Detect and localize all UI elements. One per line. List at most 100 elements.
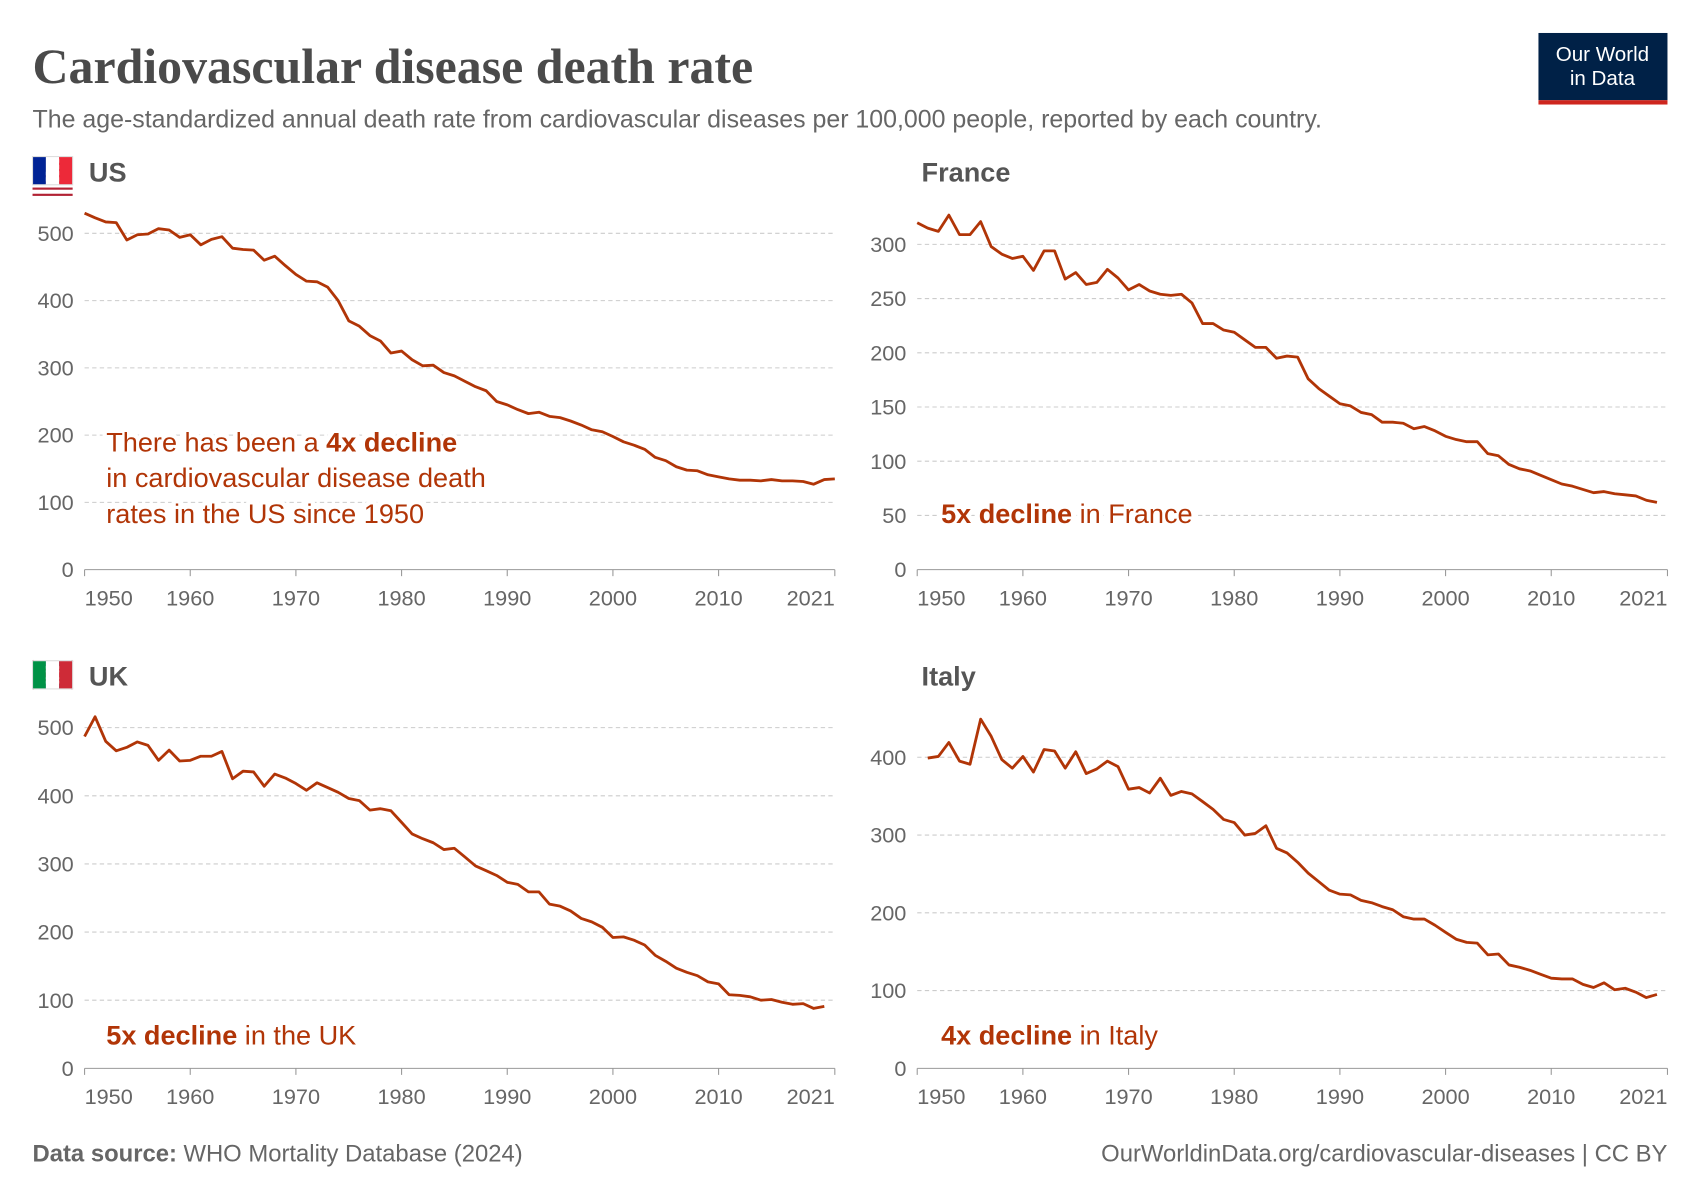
logo-box (1538, 32, 1668, 101)
x-tick-label: 1970 (272, 585, 320, 610)
y-tick-label: 100 (870, 449, 906, 474)
annotation: There has been a 4x decline (106, 426, 457, 457)
flag-band (59, 660, 73, 689)
y-tick-label: 300 (870, 232, 906, 257)
x-tick-label: 1990 (1316, 585, 1364, 610)
annotation-run: 4x decline (326, 426, 457, 457)
y-tick-label: 50 (882, 503, 906, 528)
flag-band (45, 660, 60, 689)
y-tick-label: 0 (62, 557, 74, 582)
logo-text: in Data (1570, 67, 1636, 90)
x-tick-label: 2021 (787, 585, 835, 610)
panel: UK 0 100 200 300 400 500 1950 1960 1970 1980 1990 20… (30, 658, 836, 1109)
chart-title: Cardiovascular disease death rate (33, 39, 754, 94)
source: Data source: WHO Mortality Database (2024… (33, 1141, 523, 1168)
flag-border (31, 156, 74, 186)
y-tick-label: 500 (38, 221, 74, 246)
chart-subtitle: The age-standardized annual death rate f… (33, 105, 1322, 133)
annotation-run: in cardiovascular disease death (106, 462, 486, 493)
x-tick-label: 1980 (1210, 1084, 1258, 1109)
y-tick-label: 100 (38, 988, 74, 1013)
panel: US 0 100 200 300 400 500 1950 1960 1970 1980 1990 20… (32, 157, 836, 610)
x-tick-label: 2021 (1619, 585, 1667, 610)
data-line (927, 717, 1658, 999)
x-tick-label: 2000 (1421, 1084, 1469, 1109)
y-tick-label: 300 (38, 355, 74, 380)
x-tick-label: 2021 (1619, 1084, 1667, 1109)
y-tick-label: 200 (870, 340, 906, 365)
y-tick-label: 300 (870, 823, 906, 848)
y-tick-label: 100 (38, 490, 74, 515)
y-tick-label: 200 (870, 900, 906, 925)
annotation-run: 5x decline (941, 498, 1072, 529)
annotation: 4x decline in Italy (941, 1020, 1158, 1051)
x-tick-label: 1960 (166, 1084, 214, 1109)
flag-band (32, 156, 46, 185)
y-tick-label: 300 (38, 852, 74, 877)
x-tick-label: 2010 (1527, 1084, 1575, 1109)
y-tick-label: 200 (38, 920, 74, 945)
x-tick-label: 1970 (1104, 585, 1152, 610)
annotation-run: 4x decline (941, 1020, 1072, 1051)
annotation: in cardiovascular disease death (106, 462, 486, 493)
annotation-run: in the UK (237, 1020, 356, 1051)
x-tick-label: 1990 (483, 1084, 531, 1109)
y-tick-label: 400 (38, 783, 74, 808)
x-tick-label: 1960 (166, 585, 214, 610)
annotation-run: 5x decline (106, 1020, 237, 1051)
logo: Our World in Data (1538, 32, 1668, 105)
flag (31, 660, 74, 690)
panel: France 0 50 100 150 200 250 300 1950 1960 1970 1980… (31, 156, 1669, 610)
source-url: OurWorldinData.org/cardiovascular-diseas… (1101, 1141, 1667, 1168)
data-line (83, 211, 835, 486)
flag-band (45, 156, 60, 185)
panel-title: Italy (922, 661, 976, 692)
x-tick-label: 2010 (694, 585, 742, 610)
annotation-run: in France (1072, 498, 1192, 529)
x-tick-label: 2000 (1421, 585, 1469, 610)
x-tick-label: 1950 (917, 585, 965, 610)
data-line (916, 213, 1658, 504)
flag-border (31, 660, 74, 690)
x-tick-label: 2010 (694, 1084, 742, 1109)
annotation: 5x decline in the UK (106, 1020, 356, 1051)
annotation-run: in Italy (1072, 1020, 1158, 1051)
x-tick-label: 1980 (377, 585, 425, 610)
flag (31, 156, 74, 186)
panel-title: US (89, 157, 127, 188)
annotation: 5x decline in France (941, 498, 1193, 529)
x-tick-label: 1950 (85, 1084, 133, 1109)
annotation-run: There has been a (106, 426, 326, 457)
y-tick-label: 100 (870, 978, 906, 1003)
logo-bar (1538, 100, 1668, 105)
logo-text: Our World (1556, 43, 1649, 66)
flag-stripe (32, 187, 73, 190)
y-tick-label: 150 (870, 395, 906, 420)
x-tick-label: 1980 (1210, 585, 1258, 610)
x-tick-label: 1970 (1104, 1084, 1152, 1109)
y-tick-label: 250 (870, 286, 906, 311)
annotation: rates in the US since 1950 (106, 498, 424, 529)
x-tick-label: 1960 (999, 1084, 1047, 1109)
panel-title: UK (89, 661, 129, 692)
annotation-run: rates in the US since 1950 (106, 498, 424, 529)
panel-title: France (922, 157, 1011, 188)
y-tick-label: 500 (38, 715, 74, 740)
x-tick-label: 1950 (917, 1084, 965, 1109)
x-tick-label: 2021 (787, 1084, 835, 1109)
y-tick-label: 0 (62, 1056, 74, 1081)
x-tick-label: 1990 (483, 585, 531, 610)
x-tick-label: 1970 (272, 1084, 320, 1109)
flag-band (59, 156, 73, 185)
y-tick-label: 400 (870, 745, 906, 770)
y-tick-label: 0 (894, 1056, 906, 1081)
source-label: Data source: (33, 1141, 177, 1168)
x-tick-label: 2000 (589, 1084, 637, 1109)
x-tick-label: 1960 (999, 585, 1047, 610)
y-tick-label: 0 (894, 557, 906, 582)
y-tick-label: 400 (38, 288, 74, 313)
panel: Italy 0 100 200 300 400 1950 1960 1970 1980 1990 20… (31, 660, 1669, 1109)
y-tick-label: 200 (38, 423, 74, 448)
source-text: WHO Mortality Database (2024) (183, 1141, 522, 1168)
